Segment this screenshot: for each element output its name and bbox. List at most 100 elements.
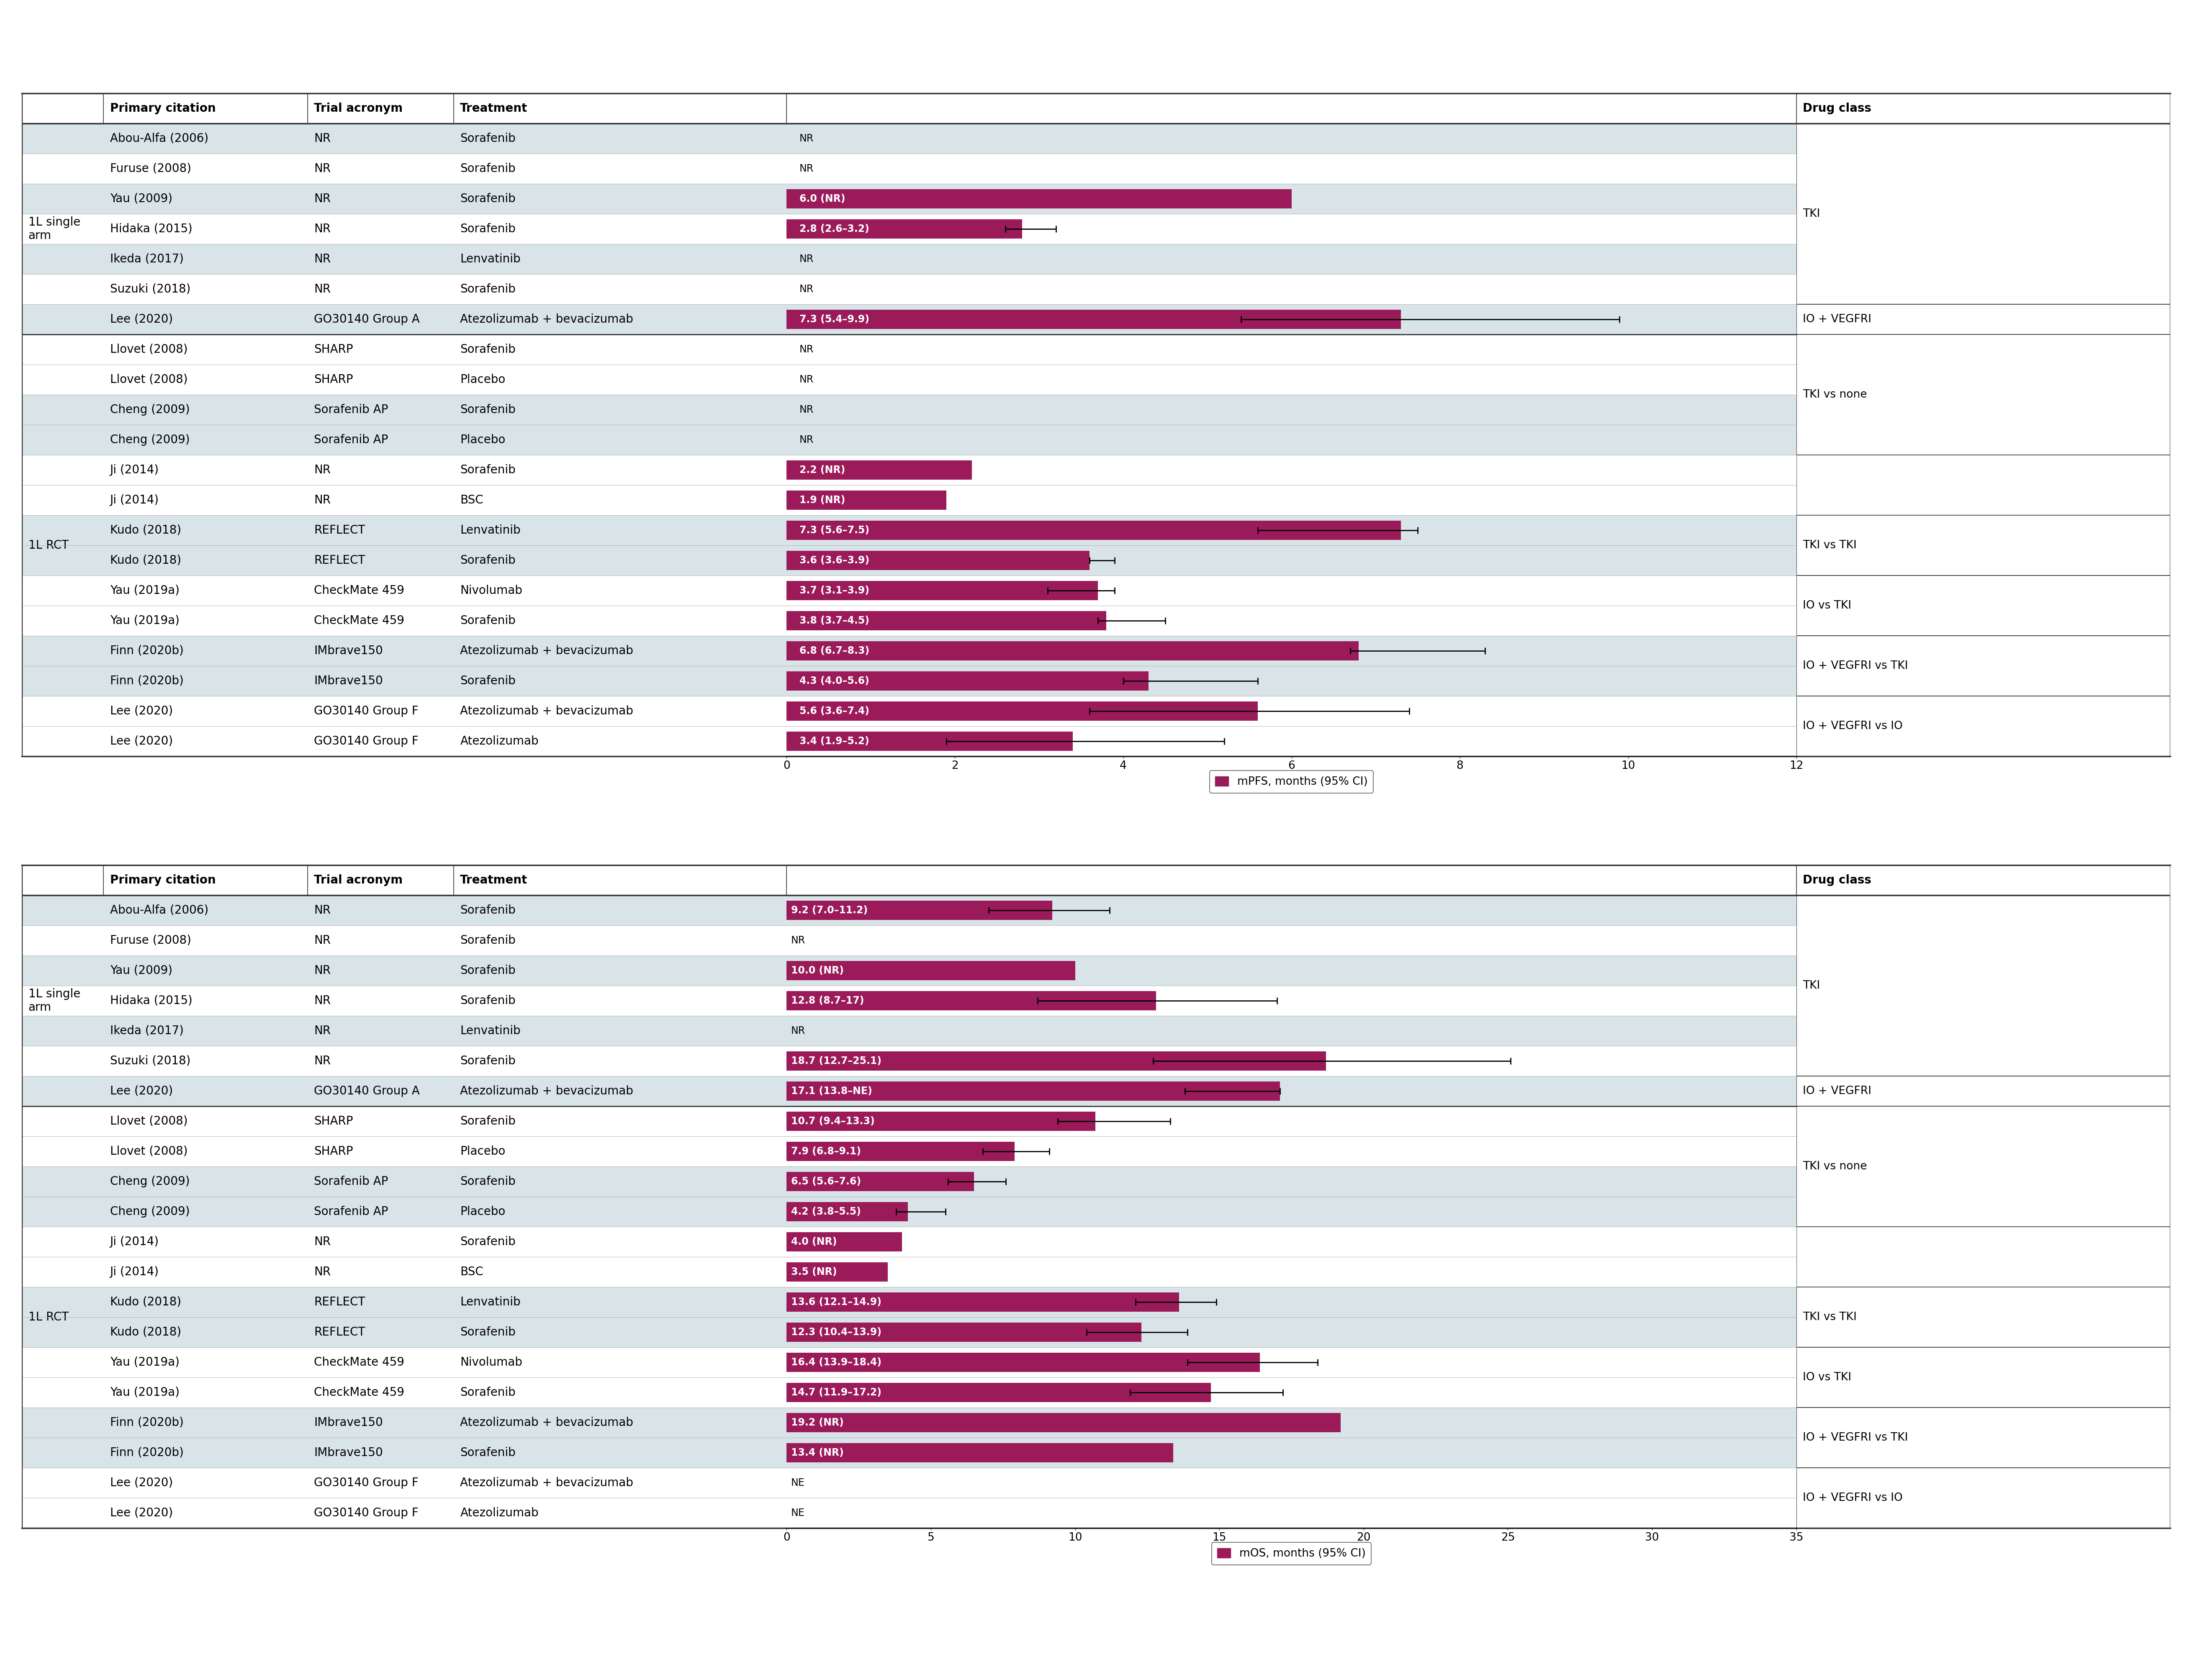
- Bar: [787, 218, 1021, 239]
- Bar: [787, 926, 1795, 956]
- Bar: [787, 642, 1359, 660]
- Text: REFLECT: REFLECT: [313, 1326, 366, 1337]
- Text: TKI vs TKI: TKI vs TKI: [1802, 539, 1857, 551]
- Text: NR: NR: [800, 344, 813, 354]
- Bar: [787, 961, 1074, 981]
- Bar: [1795, 1287, 2170, 1347]
- Bar: [1795, 516, 2170, 576]
- Text: Lee (2020): Lee (2020): [110, 736, 173, 748]
- Text: IMbrave150: IMbrave150: [313, 1416, 384, 1428]
- Text: NR: NR: [313, 464, 331, 475]
- Text: Sorafenib: Sorafenib: [460, 1176, 515, 1188]
- Text: NR: NR: [313, 904, 331, 916]
- Text: IO + VEGFRI vs IO: IO + VEGFRI vs IO: [1802, 721, 1903, 731]
- Bar: [22, 516, 2170, 546]
- Bar: [787, 123, 1795, 153]
- Bar: [787, 1413, 1342, 1433]
- Text: NR: NR: [313, 254, 331, 265]
- Bar: [1795, 635, 2170, 696]
- Bar: [22, 1166, 2170, 1196]
- Text: Ikeda (2017): Ikeda (2017): [110, 254, 184, 265]
- Text: Furuse (2008): Furuse (2008): [110, 934, 191, 946]
- Text: 1L RCT: 1L RCT: [28, 539, 68, 551]
- Text: NR: NR: [791, 1026, 804, 1037]
- Text: IO + VEGFRI vs IO: IO + VEGFRI vs IO: [1802, 1492, 1903, 1504]
- Text: 17.1 (13.8–NE): 17.1 (13.8–NE): [791, 1085, 872, 1095]
- Text: Atezolizumab: Atezolizumab: [460, 736, 539, 748]
- Text: Finn (2020b): Finn (2020b): [110, 1446, 184, 1458]
- Bar: [787, 516, 1795, 546]
- Bar: [787, 425, 1795, 455]
- Bar: [787, 546, 1795, 576]
- Text: 2.8 (2.6–3.2): 2.8 (2.6–3.2): [800, 223, 868, 234]
- Text: IO + VEGFRI vs TKI: IO + VEGFRI vs TKI: [1802, 1433, 1907, 1443]
- Bar: [787, 1077, 1795, 1105]
- Bar: [22, 576, 2170, 605]
- Bar: [787, 726, 1795, 756]
- Text: Sorafenib: Sorafenib: [460, 223, 515, 235]
- Text: Kudo (2018): Kudo (2018): [110, 554, 182, 566]
- Bar: [787, 153, 1795, 183]
- Text: 1L single
arm: 1L single arm: [28, 217, 81, 242]
- Text: IO + VEGFRI: IO + VEGFRI: [1802, 1085, 1872, 1097]
- Text: TKI: TKI: [1802, 979, 1819, 991]
- Text: 5.6 (3.6–7.4): 5.6 (3.6–7.4): [800, 706, 870, 716]
- Bar: [787, 460, 971, 480]
- Text: GO30140 Group F: GO30140 Group F: [313, 706, 419, 717]
- Bar: [1795, 123, 2170, 304]
- Text: Kudo (2018): Kudo (2018): [110, 1297, 182, 1309]
- Text: Llovet (2008): Llovet (2008): [110, 344, 189, 356]
- Bar: [22, 1347, 2170, 1378]
- Bar: [22, 986, 2170, 1016]
- Text: Lee (2020): Lee (2020): [110, 1085, 173, 1097]
- Bar: [22, 1257, 2170, 1287]
- Bar: [787, 1317, 1795, 1347]
- Text: NR: NR: [313, 133, 331, 144]
- Text: NR: NR: [313, 1055, 331, 1067]
- Text: Sorafenib AP: Sorafenib AP: [313, 403, 388, 415]
- Text: BSC: BSC: [460, 494, 484, 506]
- Bar: [787, 635, 1795, 665]
- Bar: [787, 1171, 973, 1191]
- Text: 6.8 (6.7–8.3): 6.8 (6.7–8.3): [800, 645, 870, 655]
- Text: Treatment: Treatment: [460, 102, 528, 114]
- Text: Llovet (2008): Llovet (2008): [110, 373, 189, 385]
- Text: Nivolumab: Nivolumab: [460, 1356, 522, 1368]
- Bar: [787, 183, 1795, 213]
- Text: NR: NR: [313, 163, 331, 175]
- Bar: [787, 309, 1401, 329]
- Text: TKI vs none: TKI vs none: [1802, 1161, 1868, 1173]
- Text: GO30140 Group F: GO30140 Group F: [313, 1507, 419, 1519]
- Bar: [787, 1112, 1096, 1131]
- Bar: [787, 1196, 1795, 1226]
- Text: Lee (2020): Lee (2020): [110, 706, 173, 717]
- Text: Sorafenib: Sorafenib: [460, 675, 515, 687]
- Bar: [1795, 304, 2170, 334]
- Text: NR: NR: [800, 163, 813, 173]
- Text: Ji (2014): Ji (2014): [110, 1267, 160, 1278]
- Text: GO30140 Group F: GO30140 Group F: [313, 736, 419, 748]
- Bar: [1795, 576, 2170, 635]
- Bar: [787, 612, 1107, 630]
- Text: Suzuki (2018): Suzuki (2018): [110, 1055, 191, 1067]
- Text: Nivolumab: Nivolumab: [460, 585, 522, 596]
- Bar: [787, 1408, 1795, 1438]
- Text: Drug class: Drug class: [1802, 874, 1872, 885]
- Text: Sorafenib: Sorafenib: [460, 1236, 515, 1248]
- Text: Sorafenib: Sorafenib: [460, 1386, 515, 1398]
- Bar: [22, 635, 2170, 665]
- Text: Yau (2019a): Yau (2019a): [110, 615, 180, 627]
- Text: 12.3 (10.4–13.9): 12.3 (10.4–13.9): [791, 1327, 881, 1337]
- Bar: [787, 701, 1258, 721]
- Text: Atezolizumab: Atezolizumab: [460, 1507, 539, 1519]
- Text: Hidaka (2015): Hidaka (2015): [110, 995, 193, 1006]
- Text: NR: NR: [313, 964, 331, 976]
- Bar: [1795, 696, 2170, 756]
- Text: Hidaka (2015): Hidaka (2015): [110, 223, 193, 235]
- Text: NR: NR: [313, 1025, 331, 1037]
- Text: Ikeda (2017): Ikeda (2017): [110, 1025, 184, 1037]
- Text: GO30140 Group A: GO30140 Group A: [313, 1085, 421, 1097]
- Text: Sorafenib: Sorafenib: [460, 284, 515, 296]
- Text: Ji (2014): Ji (2014): [110, 1236, 160, 1248]
- Text: Lee (2020): Lee (2020): [110, 314, 173, 326]
